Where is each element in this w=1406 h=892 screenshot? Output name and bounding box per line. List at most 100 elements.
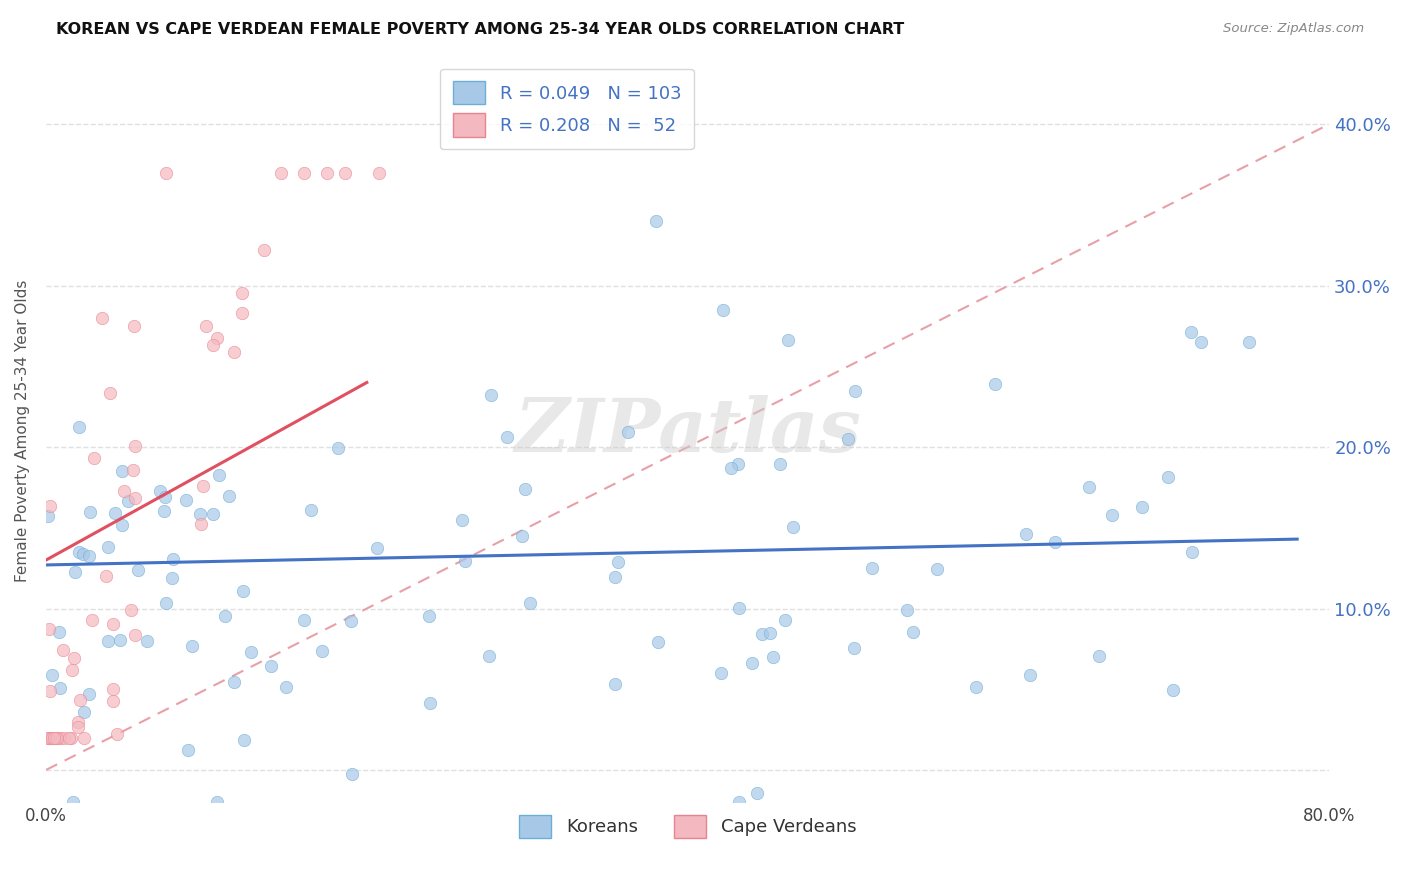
Point — [153, 490, 176, 504]
Point — [38, 622, 60, 636]
Point — [1087, 649, 1109, 664]
Point — [94, 569, 117, 583]
Point — [340, 614, 363, 628]
Point — [39, 684, 62, 698]
Point — [122, 463, 145, 477]
Point — [208, 468, 231, 483]
Point — [97, 634, 120, 648]
Point — [1101, 508, 1123, 522]
Point — [260, 659, 283, 673]
Point — [315, 166, 337, 180]
Point — [41, 667, 63, 681]
Point — [761, 649, 783, 664]
Point — [103, 694, 125, 708]
Point — [67, 720, 90, 734]
Point — [218, 489, 240, 503]
Point — [478, 649, 501, 664]
Point — [274, 681, 297, 695]
Point — [965, 680, 987, 694]
Point — [112, 484, 135, 499]
Point — [124, 491, 146, 505]
Point — [122, 318, 145, 333]
Point — [37, 509, 59, 524]
Point — [45, 731, 67, 745]
Point — [38, 731, 60, 745]
Point — [1156, 470, 1178, 484]
Point — [616, 425, 638, 440]
Point — [60, 731, 83, 745]
Text: KOREAN VS CAPE VERDEAN FEMALE POVERTY AMONG 25-34 YEAR OLDS CORRELATION CHART: KOREAN VS CAPE VERDEAN FEMALE POVERTY AM… — [56, 22, 904, 37]
Point — [153, 504, 176, 518]
Point — [111, 464, 134, 478]
Point — [162, 571, 184, 585]
Legend: Koreans, Cape Verdeans: Koreans, Cape Verdeans — [512, 807, 863, 846]
Point — [454, 554, 477, 568]
Point — [39, 499, 62, 513]
Point — [77, 688, 100, 702]
Point — [644, 214, 666, 228]
Point — [97, 540, 120, 554]
Point — [512, 529, 534, 543]
Point — [519, 596, 541, 610]
Point — [124, 627, 146, 641]
Point — [782, 520, 804, 534]
Point — [181, 639, 204, 653]
Text: Source: ZipAtlas.com: Source: ZipAtlas.com — [1223, 22, 1364, 36]
Point — [149, 483, 172, 498]
Point — [292, 166, 315, 180]
Point — [73, 731, 96, 745]
Point — [80, 613, 103, 627]
Point — [73, 705, 96, 719]
Point — [366, 541, 388, 555]
Point — [108, 633, 131, 648]
Point — [49, 681, 72, 695]
Point — [773, 613, 796, 627]
Point — [896, 602, 918, 616]
Point — [42, 731, 65, 745]
Point — [37, 731, 59, 745]
Point — [231, 305, 253, 319]
Point — [174, 492, 197, 507]
Point — [193, 479, 215, 493]
Point — [340, 767, 363, 781]
Point — [751, 627, 773, 641]
Point — [728, 601, 751, 615]
Point — [479, 388, 502, 402]
Point — [837, 432, 859, 446]
Point — [45, 731, 67, 745]
Point — [67, 545, 90, 559]
Point — [727, 457, 749, 471]
Point — [710, 665, 733, 680]
Point — [214, 609, 236, 624]
Point — [768, 457, 790, 471]
Point — [62, 650, 84, 665]
Point — [844, 384, 866, 398]
Point — [368, 166, 391, 180]
Point — [603, 676, 626, 690]
Point — [58, 731, 80, 745]
Point — [105, 726, 128, 740]
Point — [728, 795, 751, 809]
Point — [925, 561, 948, 575]
Point — [104, 506, 127, 520]
Point — [1019, 668, 1042, 682]
Point — [49, 731, 72, 745]
Point — [299, 503, 322, 517]
Point — [983, 377, 1005, 392]
Point — [1180, 325, 1202, 339]
Text: ZIPatlas: ZIPatlas — [515, 394, 860, 467]
Point — [776, 333, 799, 347]
Point — [496, 430, 519, 444]
Point — [232, 584, 254, 599]
Point — [270, 166, 292, 180]
Point — [117, 494, 139, 508]
Point — [1163, 683, 1185, 698]
Point — [1043, 535, 1066, 549]
Point — [135, 633, 157, 648]
Point — [53, 731, 76, 745]
Point — [647, 635, 669, 649]
Point — [83, 450, 105, 465]
Point — [127, 563, 149, 577]
Point — [451, 513, 474, 527]
Point — [1132, 500, 1154, 514]
